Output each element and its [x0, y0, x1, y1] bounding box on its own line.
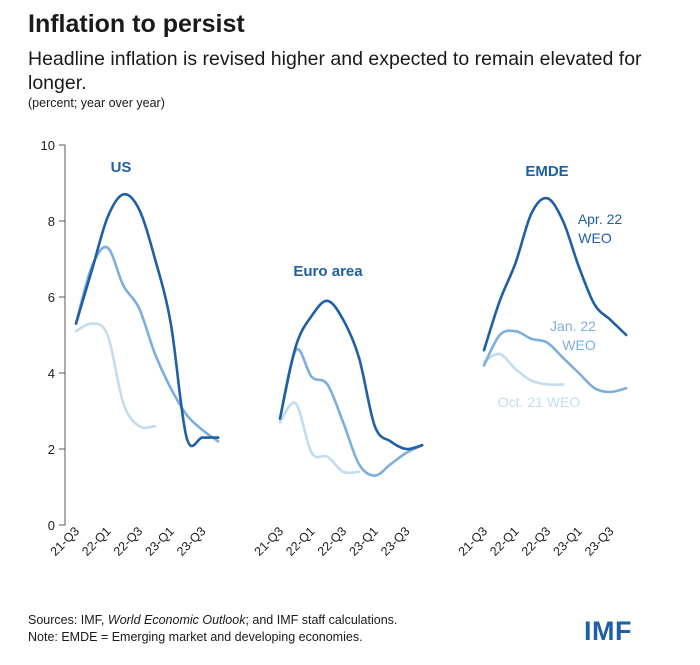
annotation-jan22: Jan. 22	[550, 318, 596, 334]
series-line-oct21	[74, 322, 157, 430]
series-line-oct21	[482, 352, 565, 386]
units-label: (percent; year over year)	[28, 96, 165, 110]
emde-note: Note: EMDE = Emerging market and develop…	[28, 630, 363, 644]
x-tick-label: 23-Q3	[582, 524, 616, 558]
y-tick-label: 2	[48, 442, 55, 457]
series-line-apr22	[482, 196, 628, 352]
chart-subtitle: Headline inflation is revised higher and…	[28, 48, 642, 94]
series-line-jan22	[482, 329, 628, 394]
sources-note: Sources: IMF, World Economic Outlook; an…	[28, 613, 398, 627]
x-tick-label: 22-Q1	[487, 524, 521, 558]
y-tick-label: 6	[48, 290, 55, 305]
x-tick-label: 23-Q1	[550, 524, 584, 558]
panel-label: EMDE	[525, 163, 568, 180]
y-tick-label: 8	[48, 214, 55, 229]
x-tick-label: 23-Q1	[346, 524, 380, 558]
x-tick-label: 21-Q3	[252, 524, 286, 558]
x-tick-label: 23-Q3	[174, 524, 208, 558]
x-tick-label: 22-Q1	[79, 524, 113, 558]
annotation-apr22-weo: WEO	[578, 230, 612, 246]
series-line-oct21	[278, 401, 361, 475]
chart-footer: Sources: IMF, World Economic Outlook; an…	[28, 612, 397, 646]
annotation-oct21: Oct. 21 WEO	[498, 394, 581, 410]
panel-label: US	[111, 159, 132, 176]
series-line-jan22	[278, 347, 424, 477]
x-tick-label: 22-Q1	[283, 524, 317, 558]
series-line-jan22	[74, 245, 220, 443]
annotation-apr22: Apr. 22	[578, 211, 623, 227]
x-tick-label: 23-Q1	[142, 524, 176, 558]
x-tick-label: 21-Q3	[456, 524, 490, 558]
y-tick-label: 10	[41, 138, 55, 153]
x-tick-label: 22-Q3	[315, 524, 349, 558]
y-tick-label: 4	[48, 366, 55, 381]
series-line-apr22	[74, 192, 220, 448]
series-line-apr22	[278, 299, 424, 451]
x-tick-label: 22-Q3	[111, 524, 145, 558]
panel-label: Euro area	[293, 263, 363, 280]
chart-title: Inflation to persist	[28, 10, 245, 38]
x-tick-label: 23-Q3	[378, 524, 412, 558]
y-tick-label: 0	[48, 518, 55, 533]
imf-logo: IMF	[584, 616, 632, 646]
annotation-jan22-weo: WEO	[562, 337, 596, 353]
x-tick-label: 22-Q3	[519, 524, 553, 558]
